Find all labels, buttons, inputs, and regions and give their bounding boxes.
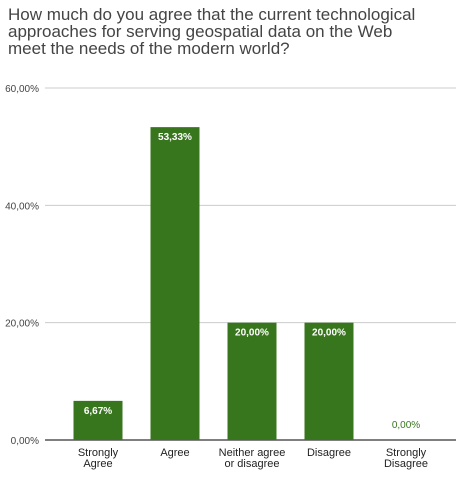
- y-tick-label: 20,00%: [5, 319, 39, 330]
- bars: [74, 127, 354, 440]
- x-tick-label: Strongly Disagree: [384, 447, 428, 470]
- x-tick-label: Agree: [160, 447, 189, 459]
- x-tick-label: Strongly Agree: [78, 447, 119, 470]
- bar-value-label: 0,00%: [392, 420, 420, 431]
- bar-value-label: 53,33%: [158, 132, 192, 143]
- y-tick-label: 60,00%: [5, 84, 39, 95]
- y-tick-label: 40,00%: [5, 201, 39, 212]
- y-tick-label: 0,00%: [11, 436, 39, 447]
- bar-value-label: 6,67%: [84, 406, 112, 417]
- bar-value-label: 20,00%: [312, 328, 346, 339]
- bar-value-label: 20,00%: [235, 328, 269, 339]
- x-axis-tick-labels: Strongly Agree Agree Neither agree or disagr…: [78, 447, 428, 470]
- x-tick-label: Disagree: [307, 447, 351, 459]
- y-axis-tick-labels: 0,00% 20,00% 40,00% 60,00%: [5, 84, 39, 447]
- bar: [228, 323, 277, 440]
- x-tick-label: Neither agree or disagree: [219, 447, 286, 470]
- bar: [305, 323, 354, 440]
- bar: [151, 127, 200, 440]
